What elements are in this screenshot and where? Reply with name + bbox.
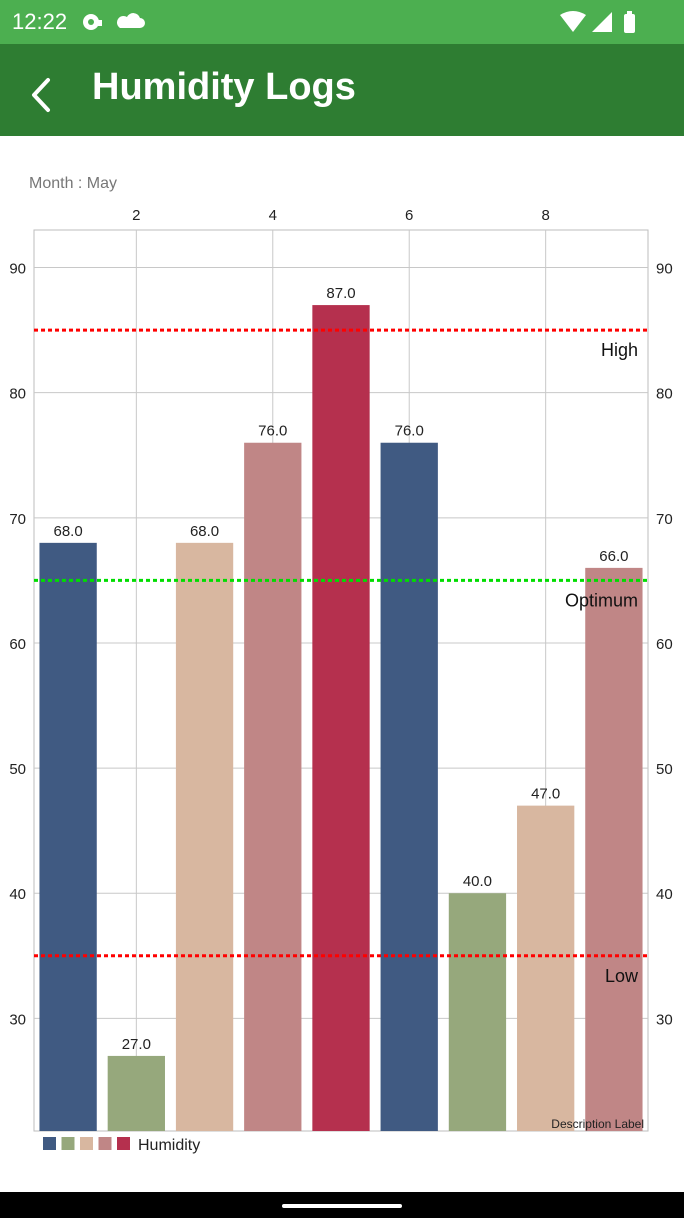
legend-swatch-1 [43, 1137, 56, 1150]
navigation-bar [0, 1192, 684, 1218]
status-bar: 12:22 [0, 0, 684, 44]
y-tick-left-50: 50 [9, 761, 26, 778]
humidity-bar-chart: Month : May 68.0 27.0 68.0 76.0 87.0 76.0 40.0… [9, 175, 672, 1154]
chart-area: Month : May 68.0 27.0 68.0 76.0 87.0 76.0 40.0… [0, 136, 684, 1192]
back-button[interactable] [20, 68, 68, 116]
legend: Humidity [43, 1137, 200, 1154]
bar-value-label-4: 76.0 [258, 423, 287, 440]
bar-value-label-1: 68.0 [54, 523, 83, 540]
description-label: Description Label [551, 1117, 644, 1131]
status-icons-left [80, 10, 150, 39]
month-label: Month : May [29, 175, 117, 192]
axis-ticks: 30 30 40 40 50 50 60 60 70 70 80 80 90 90 2 4 6 8 [9, 207, 672, 1028]
y-tick-right-60: 60 [656, 636, 673, 653]
cloud-icon [116, 13, 145, 28]
bar-value-label-3: 68.0 [190, 523, 219, 540]
bar-value-label-9: 66.0 [599, 548, 628, 565]
legend-swatch-3 [80, 1137, 93, 1150]
bar-value-label-6: 76.0 [395, 423, 424, 440]
limit-label-high: High [601, 340, 638, 360]
bar-value-label-2: 27.0 [122, 1036, 151, 1053]
status-icons-right [560, 10, 670, 41]
x-tick-4: 4 [269, 207, 277, 224]
y-tick-left-80: 80 [9, 386, 26, 403]
chevron-left-icon [32, 78, 50, 112]
status-time: 12:22 [12, 9, 68, 34]
bar-value-label-7: 40.0 [463, 873, 492, 890]
y-tick-right-90: 90 [656, 261, 673, 278]
bar-7 [448, 893, 507, 1131]
media-icon [83, 14, 102, 30]
bar-8 [517, 805, 575, 1131]
y-tick-right-70: 70 [656, 511, 673, 528]
legend-swatch-4 [98, 1137, 112, 1150]
bar-value-label-8: 47.0 [531, 786, 560, 803]
limit-lines: High Optimum Low [34, 328, 648, 986]
legend-label: Humidity [138, 1137, 200, 1154]
y-tick-left-30: 30 [9, 1011, 26, 1028]
y-tick-right-30: 30 [656, 1011, 673, 1028]
y-tick-left-90: 90 [9, 261, 26, 278]
legend-swatch-5 [117, 1137, 130, 1150]
limit-label-low: Low [605, 966, 639, 986]
bar-4 [244, 442, 302, 1132]
app-bar: Humidity Logs [0, 44, 684, 136]
legend-swatch-2 [61, 1137, 75, 1150]
bar-layer: 68.0 27.0 68.0 76.0 87.0 76.0 40.0 47.0 66.0 [39, 285, 643, 1132]
x-tick-8: 8 [541, 207, 549, 224]
bar-3 [175, 542, 234, 1131]
y-tick-right-50: 50 [656, 761, 673, 778]
battery-icon [624, 11, 635, 33]
home-handle[interactable] [282, 1204, 402, 1208]
limit-label-optimum: Optimum [565, 590, 638, 610]
y-tick-left-40: 40 [9, 886, 26, 903]
bar-9 [585, 567, 643, 1131]
bar-value-label-5: 87.0 [326, 285, 355, 302]
y-tick-right-40: 40 [656, 886, 673, 903]
bar-5 [312, 305, 370, 1131]
x-tick-6: 6 [405, 207, 413, 224]
bar-2 [107, 1055, 165, 1131]
page-title: Humidity Logs [92, 66, 356, 108]
legend-swatches [43, 1137, 130, 1150]
y-tick-right-80: 80 [656, 386, 673, 403]
bar-1 [39, 542, 97, 1131]
y-tick-left-70: 70 [9, 511, 26, 528]
signal-icon [592, 12, 612, 32]
bar-6 [380, 442, 438, 1132]
wifi-icon [560, 11, 586, 32]
x-tick-2: 2 [132, 207, 140, 224]
y-tick-left-60: 60 [9, 636, 26, 653]
